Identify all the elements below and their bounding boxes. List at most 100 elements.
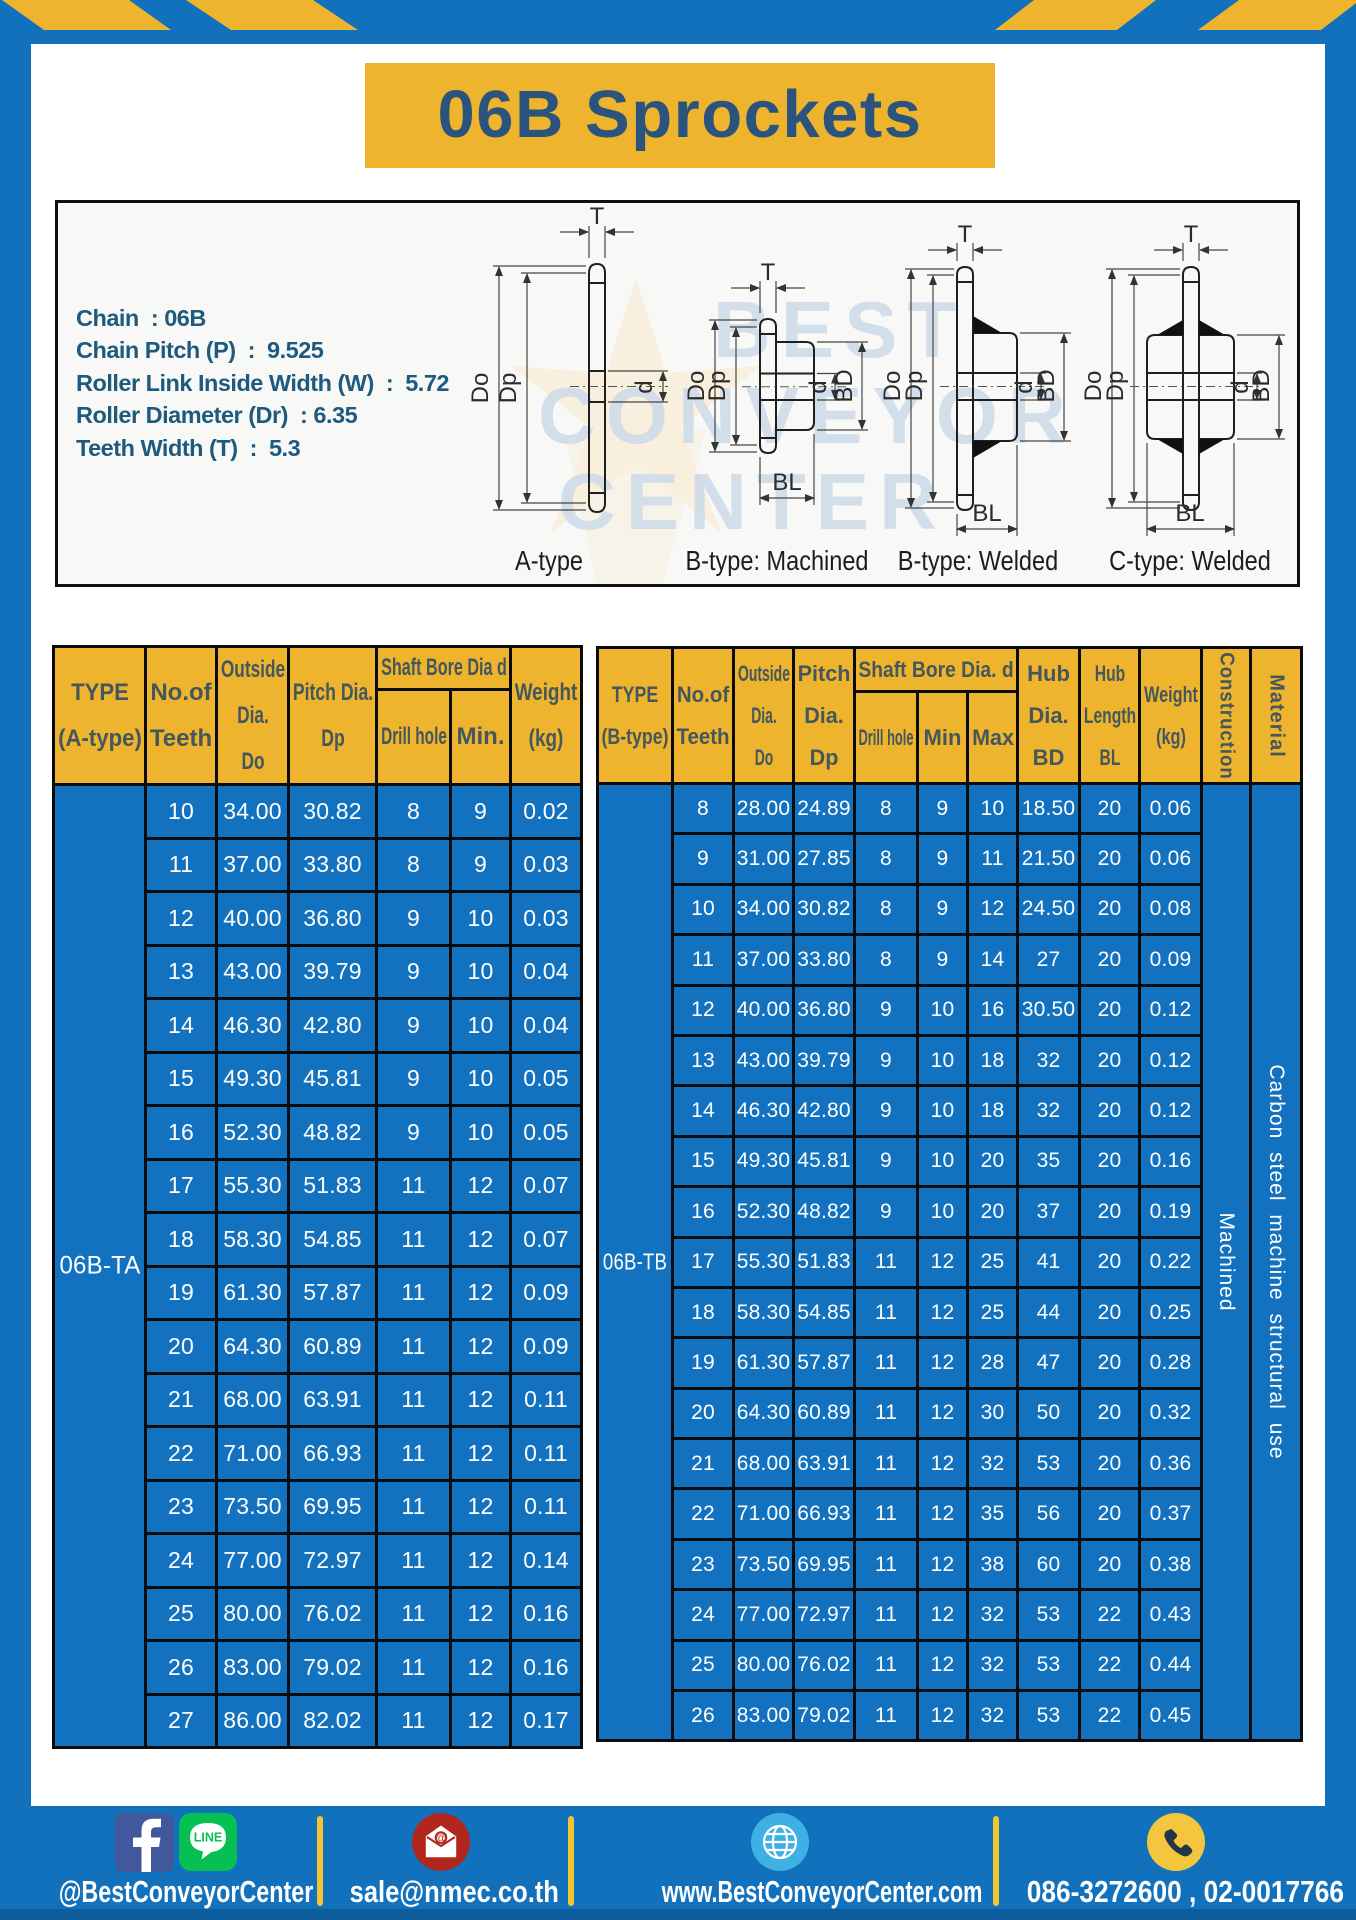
email-icon[interactable]: @: [412, 1813, 470, 1871]
data-cell: 11: [853, 1235, 919, 1289]
watermark-line3: CENTER: [558, 457, 947, 546]
data-cell: 18: [671, 1285, 735, 1340]
data-cell: 20: [1078, 983, 1141, 1037]
data-cell: 63.91: [287, 1371, 378, 1428]
data-cell: 30.82: [287, 783, 378, 840]
data-cell: 11: [853, 1588, 919, 1642]
data-cell: 61.30: [215, 1264, 290, 1321]
data-cell: 43.00: [215, 943, 290, 1000]
data-cell: 12: [449, 1264, 512, 1321]
column-header: Hub Dia. BD: [1016, 646, 1081, 785]
data-cell: 0.19: [1138, 1185, 1203, 1239]
data-cell: 11: [671, 933, 735, 987]
data-cell: 10: [449, 1104, 512, 1161]
table-row: 14 46.30 42.80 9 10 18 32 20 0.12: [598, 1084, 1302, 1138]
facebook-icon[interactable]: [115, 1812, 174, 1872]
data-cell: 20: [1078, 1285, 1141, 1340]
data-cell: 49.30: [732, 1134, 795, 1189]
column-subheader: Min.: [449, 687, 512, 786]
data-cell: 60: [1016, 1537, 1081, 1592]
data-cell: 9: [375, 1104, 452, 1161]
data-cell: 0.04: [509, 997, 583, 1054]
data-cell: 0.06: [1138, 781, 1203, 836]
globe-icon[interactable]: [751, 1813, 809, 1871]
data-cell: 34.00: [215, 783, 290, 840]
spec-line: Chain : 06B: [76, 305, 206, 331]
dim-label: BD: [1033, 369, 1060, 402]
data-cell: 10: [449, 943, 512, 1000]
data-cell: 32: [966, 1638, 1019, 1693]
column-header: TYPE (A-type): [52, 645, 147, 786]
dim-label: Do: [879, 371, 906, 402]
data-cell: 20: [1078, 1084, 1141, 1138]
data-cell: 30.50: [1016, 983, 1081, 1037]
phone-icon[interactable]: [1147, 1813, 1205, 1871]
svg-text:@: @: [435, 1833, 446, 1845]
column-subheader: Drill hole: [853, 690, 919, 785]
data-cell: 45.81: [792, 1134, 856, 1189]
data-cell: 73.50: [215, 1478, 290, 1535]
data-cell: 79.02: [792, 1689, 856, 1743]
data-cell: 25: [966, 1285, 1019, 1340]
data-cell: 12: [966, 882, 1019, 937]
data-cell: 0.05: [509, 1104, 583, 1161]
data-cell: 12: [916, 1537, 969, 1592]
data-cell: 54.85: [792, 1285, 856, 1340]
data-cell: 20: [1078, 1033, 1141, 1088]
data-cell: 48.82: [287, 1104, 378, 1161]
dim-label: d: [1227, 380, 1254, 393]
data-cell: 82.02: [287, 1692, 378, 1749]
table-row: 12 40.00 36.80 9 10 0.03: [54, 890, 583, 947]
data-cell: 8: [853, 832, 919, 886]
data-cell: 83.00: [215, 1639, 290, 1696]
column-header: Hub Length BL: [1078, 646, 1141, 785]
column-subheader: Max: [966, 690, 1019, 785]
data-cell: 76.02: [792, 1638, 856, 1693]
dim-label: d: [805, 380, 832, 393]
footer-website-text: www.BestConveyorCenter.com: [661, 1874, 983, 1909]
data-cell: 12: [916, 1235, 969, 1289]
table-row: 17 55.30 51.83 11 12 0.07: [54, 1157, 583, 1214]
table-row: 11 37.00 33.80 8 9 14 27 20 0.09: [598, 933, 1302, 987]
data-cell: 47: [1016, 1336, 1081, 1390]
table-row: 22 71.00 66.93 11 12 0.11: [54, 1425, 583, 1482]
table-row: 23 73.50 69.95 11 12 38 60 20 0.38: [598, 1537, 1302, 1592]
data-cell: 63.91: [792, 1437, 856, 1491]
data-cell: 32: [966, 1689, 1019, 1743]
spec-line: Roller Link Inside Width (W) : 5.72: [76, 369, 449, 396]
data-cell: 25: [144, 1585, 218, 1642]
data-cell: 0.09: [1138, 933, 1203, 987]
data-cell: 53: [1016, 1588, 1081, 1642]
data-cell: 37: [1016, 1185, 1081, 1239]
data-cell: 9: [853, 1134, 919, 1189]
column-header: TYPE (B-type): [596, 646, 674, 785]
data-cell: 0.03: [509, 890, 583, 947]
table-row: 27 86.00 82.02 11 12 0.17: [54, 1692, 583, 1749]
line-icon[interactable]: LINE: [179, 1813, 237, 1871]
data-cell: 0.12: [1138, 1084, 1203, 1138]
data-cell: 80.00: [215, 1585, 290, 1642]
data-cell: 17: [671, 1235, 735, 1289]
data-cell: 10: [449, 890, 512, 947]
table-row: 18 58.30 54.85 11 12 25 44 20 0.25: [598, 1285, 1302, 1340]
data-cell: 22: [1078, 1689, 1141, 1743]
dim-label: Dp: [1102, 371, 1129, 402]
type-cell: 06B-TA: [52, 783, 147, 1749]
spec-line: Chain Pitch (P) : 9.525: [76, 337, 324, 364]
table-row: 25 80.00 76.02 11 12 32 53 22 0.44: [598, 1638, 1302, 1693]
data-cell: 12: [916, 1437, 969, 1491]
table-row: 12 40.00 36.80 9 10 16 30.50 20 0.12: [598, 983, 1302, 1037]
data-cell: 9: [916, 933, 969, 987]
data-cell: 11: [853, 1638, 919, 1693]
data-cell: 8: [375, 836, 452, 893]
data-cell: 49.30: [215, 1050, 290, 1107]
data-cell: 0.09: [509, 1264, 583, 1321]
spec-lines: Chain : 06B Chain Pitch (P) : 9.525 Roller…: [76, 302, 449, 464]
footer-divider: [993, 1816, 999, 1906]
column-header: Material: [1249, 646, 1303, 785]
data-cell: 40.00: [732, 983, 795, 1037]
spec-line: Teeth Width (T) : 5.3: [76, 434, 301, 461]
data-cell: 9: [916, 781, 969, 836]
data-cell: 36.80: [287, 890, 378, 947]
table-a-type: TYPE (A-type) No.of Teeth Outside Dia. Do P…: [52, 645, 583, 1749]
